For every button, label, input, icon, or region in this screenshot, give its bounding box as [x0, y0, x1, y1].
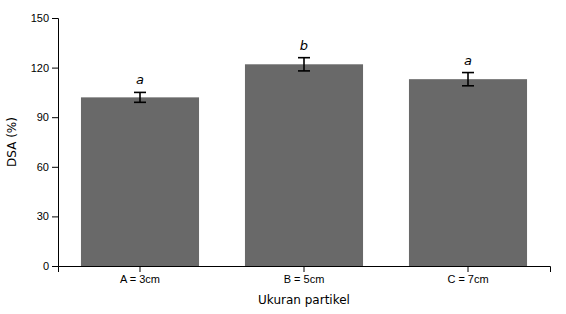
- chart: 0 30 60 90 120 150 A = 3cm B = 5cm C = 7cm a b a Uku…: [0, 0, 566, 314]
- error-bar-stem: [139, 92, 141, 102]
- tick-mark: [140, 266, 141, 272]
- error-bar-cap: [298, 57, 310, 59]
- bar: [409, 79, 527, 266]
- error-bar-stem: [467, 73, 469, 86]
- tick: 120: [31, 62, 58, 74]
- axis-line: [52, 19, 59, 267]
- tick-label: 120: [31, 62, 49, 74]
- x-axis: A = 3cm B = 5cm C = 7cm: [59, 266, 551, 285]
- x-axis-title: Ukuran partikel: [258, 293, 350, 307]
- tick-mark: [52, 216, 58, 217]
- tick: 0: [43, 260, 58, 272]
- tick-mark: [468, 266, 469, 272]
- annotations: a b a: [136, 38, 472, 88]
- error-bar-cap: [462, 72, 474, 74]
- tick: B = 5cm: [284, 266, 325, 285]
- tick-mark: [52, 167, 58, 168]
- tick: 90: [37, 111, 58, 123]
- error-bar-cap: [134, 102, 146, 104]
- error-bar-cap: [462, 85, 474, 87]
- error-bar: [298, 58, 310, 71]
- tick-label: 60: [37, 161, 49, 173]
- tick-mark: [52, 266, 58, 267]
- axis-line: [59, 267, 551, 273]
- tick-mark: [52, 117, 58, 118]
- annotation: b: [300, 38, 308, 53]
- tick: 30: [37, 210, 58, 222]
- tick-label: 90: [37, 111, 49, 123]
- tick-label: 30: [37, 210, 49, 222]
- tick-label: A = 3cm: [120, 273, 160, 285]
- bar: [81, 97, 199, 266]
- annotation: a: [136, 72, 144, 87]
- tick-label: 150: [31, 12, 49, 24]
- tick: C = 7cm: [447, 266, 488, 285]
- tick-label: B = 5cm: [284, 273, 325, 285]
- marks: [81, 58, 527, 266]
- y-axis: 0 30 60 90 120 150: [31, 12, 59, 272]
- error-bar: [462, 73, 474, 86]
- tick: 60: [37, 161, 58, 173]
- tick-mark: [304, 266, 305, 272]
- tick-label: C = 7cm: [447, 273, 488, 285]
- tick-label: 0: [43, 260, 49, 272]
- bar: [245, 64, 363, 266]
- error-bar: [134, 92, 146, 102]
- plot: 0 30 60 90 120 150 A = 3cm B = 5cm C = 7cm a b a: [31, 12, 551, 285]
- y-axis-title: DSA (%): [5, 117, 19, 167]
- tick: A = 3cm: [120, 266, 160, 285]
- error-bar-cap: [298, 70, 310, 72]
- annotation: a: [464, 53, 472, 68]
- error-bar-cap: [134, 92, 146, 94]
- tick-mark: [52, 68, 58, 69]
- error-bar-stem: [303, 58, 305, 71]
- tick-mark: [52, 18, 58, 19]
- tick: 150: [31, 12, 58, 24]
